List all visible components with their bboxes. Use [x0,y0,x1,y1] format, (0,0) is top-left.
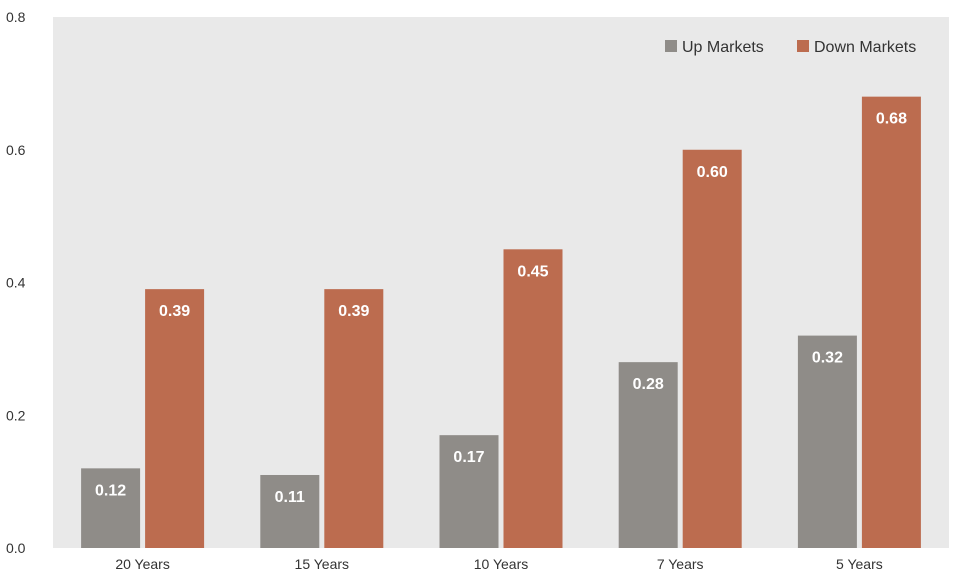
x-axis: 20 Years 15 Years 10 Years 7 Years 5 Years [115,556,882,572]
legend-label: Up Markets [682,39,764,56]
data-label: 0.68 [876,111,907,128]
bar-up-markets [260,474,320,548]
y-tick-label: 0.0 [6,540,26,556]
x-tick-label: 20 Years [115,556,170,572]
data-label: 0.39 [338,303,369,320]
legend-swatch [665,40,677,52]
bar-down-markets [145,289,205,548]
data-label: 0.17 [453,449,484,466]
bar-up-markets [797,335,857,548]
bar-down-markets [324,289,384,548]
legend-swatch [797,40,809,52]
bars: 0.12 0.39 0.11 0.39 0.17 0.45 0.28 0.60 0.32 0.68 [81,96,921,549]
data-label: 0.28 [633,376,664,393]
legend: Up Markets Down Markets [665,39,916,56]
bar-down-markets [682,149,742,548]
data-label: 0.45 [517,263,548,280]
y-tick-label: 0.8 [6,9,26,25]
x-tick-label: 15 Years [295,556,350,572]
data-label: 0.11 [275,489,305,506]
data-label: 0.39 [159,303,190,320]
legend-label: Down Markets [814,39,916,56]
y-tick-label: 0.4 [6,275,26,291]
data-label: 0.32 [812,350,843,367]
y-tick-label: 0.6 [6,142,26,158]
x-tick-label: 7 Years [657,556,704,572]
bar-down-markets [861,96,921,549]
data-label: 0.12 [95,482,126,499]
bar-up-markets [618,362,678,548]
x-tick-label: 10 Years [474,556,529,572]
x-tick-label: 5 Years [836,556,883,572]
bar-up-markets [439,435,499,548]
bar-down-markets [503,249,563,548]
y-axis: 0.0 0.2 0.4 0.6 0.8 [6,9,26,556]
data-label: 0.60 [697,164,728,181]
y-tick-label: 0.2 [6,407,26,423]
bar-up-markets [81,468,141,548]
